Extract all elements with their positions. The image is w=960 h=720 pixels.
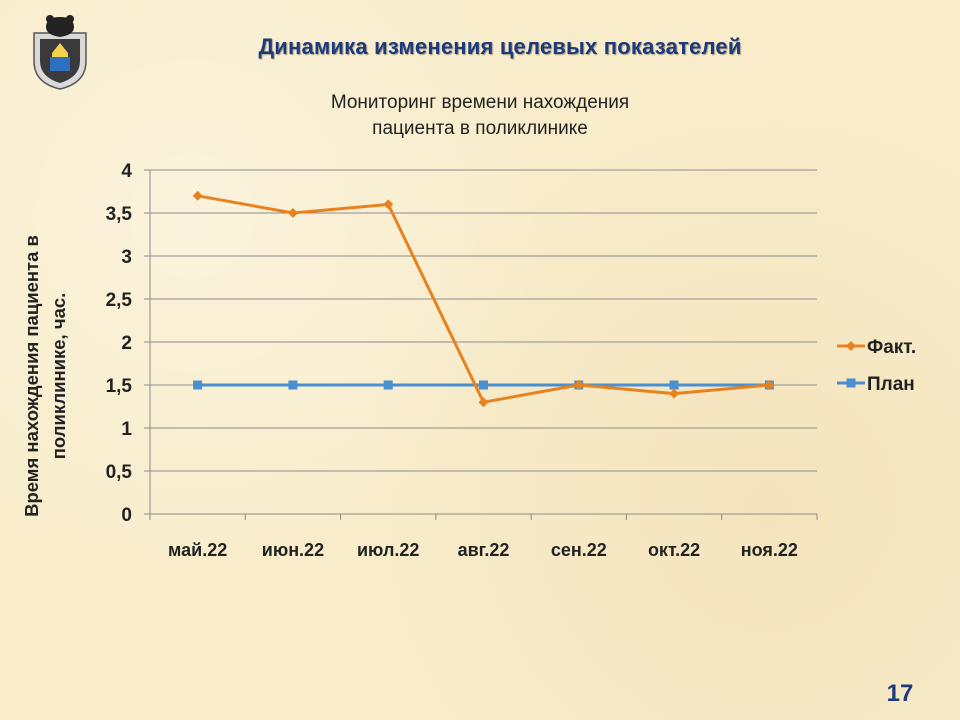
data-point-fact xyxy=(573,380,584,390)
data-point-fact xyxy=(192,190,203,201)
legend-marker xyxy=(846,341,856,351)
x-tick-label: май.22 xyxy=(168,540,227,560)
slide-title: Динамика изменения целевых показателей xyxy=(258,34,742,59)
chart-title-line: Мониторинг времени нахождения xyxy=(330,92,630,113)
y-tick-label: 0,5 xyxy=(106,462,133,483)
legend-label: Факт. xyxy=(867,337,916,358)
y-tick-label: 4 xyxy=(121,161,132,182)
x-tick-label: ноя.22 xyxy=(741,540,798,560)
data-point-plan xyxy=(288,380,298,390)
legend-marker xyxy=(846,378,856,388)
y-tick-label: 2,5 xyxy=(106,290,133,311)
x-tick-label: авг.22 xyxy=(458,540,510,560)
x-tick-label: июл.22 xyxy=(357,540,419,560)
data-point-fact xyxy=(764,380,775,390)
data-point-fact xyxy=(383,199,394,210)
y-tick-label: 3,5 xyxy=(106,204,133,225)
data-point-plan xyxy=(383,380,393,390)
data-point-plan xyxy=(479,380,488,390)
legend-label: План xyxy=(867,374,915,395)
data-point-plan xyxy=(193,380,203,390)
data-point-fact xyxy=(669,388,680,399)
y-tick-label: 1,5 xyxy=(106,376,133,397)
x-tick-label: окт.22 xyxy=(648,540,700,560)
coat-of-arms-bear-icon xyxy=(33,15,87,90)
data-point-fact xyxy=(478,397,489,408)
chart-title-line: пациента в поликлинике xyxy=(372,118,588,139)
chart-title: Мониторинг времени нахождения пациента в… xyxy=(230,90,730,142)
x-tick-label: июн.22 xyxy=(262,540,324,560)
page-number: 17 xyxy=(886,680,914,707)
y-tick-label: 2 xyxy=(121,333,132,354)
y-tick-label: 0 xyxy=(121,505,132,526)
data-point-plan xyxy=(669,380,679,390)
data-point-fact xyxy=(287,208,298,218)
x-tick-label: сен.22 xyxy=(551,540,607,560)
y-tick-label: 3 xyxy=(121,247,132,268)
y-tick-label: 1 xyxy=(121,419,132,440)
